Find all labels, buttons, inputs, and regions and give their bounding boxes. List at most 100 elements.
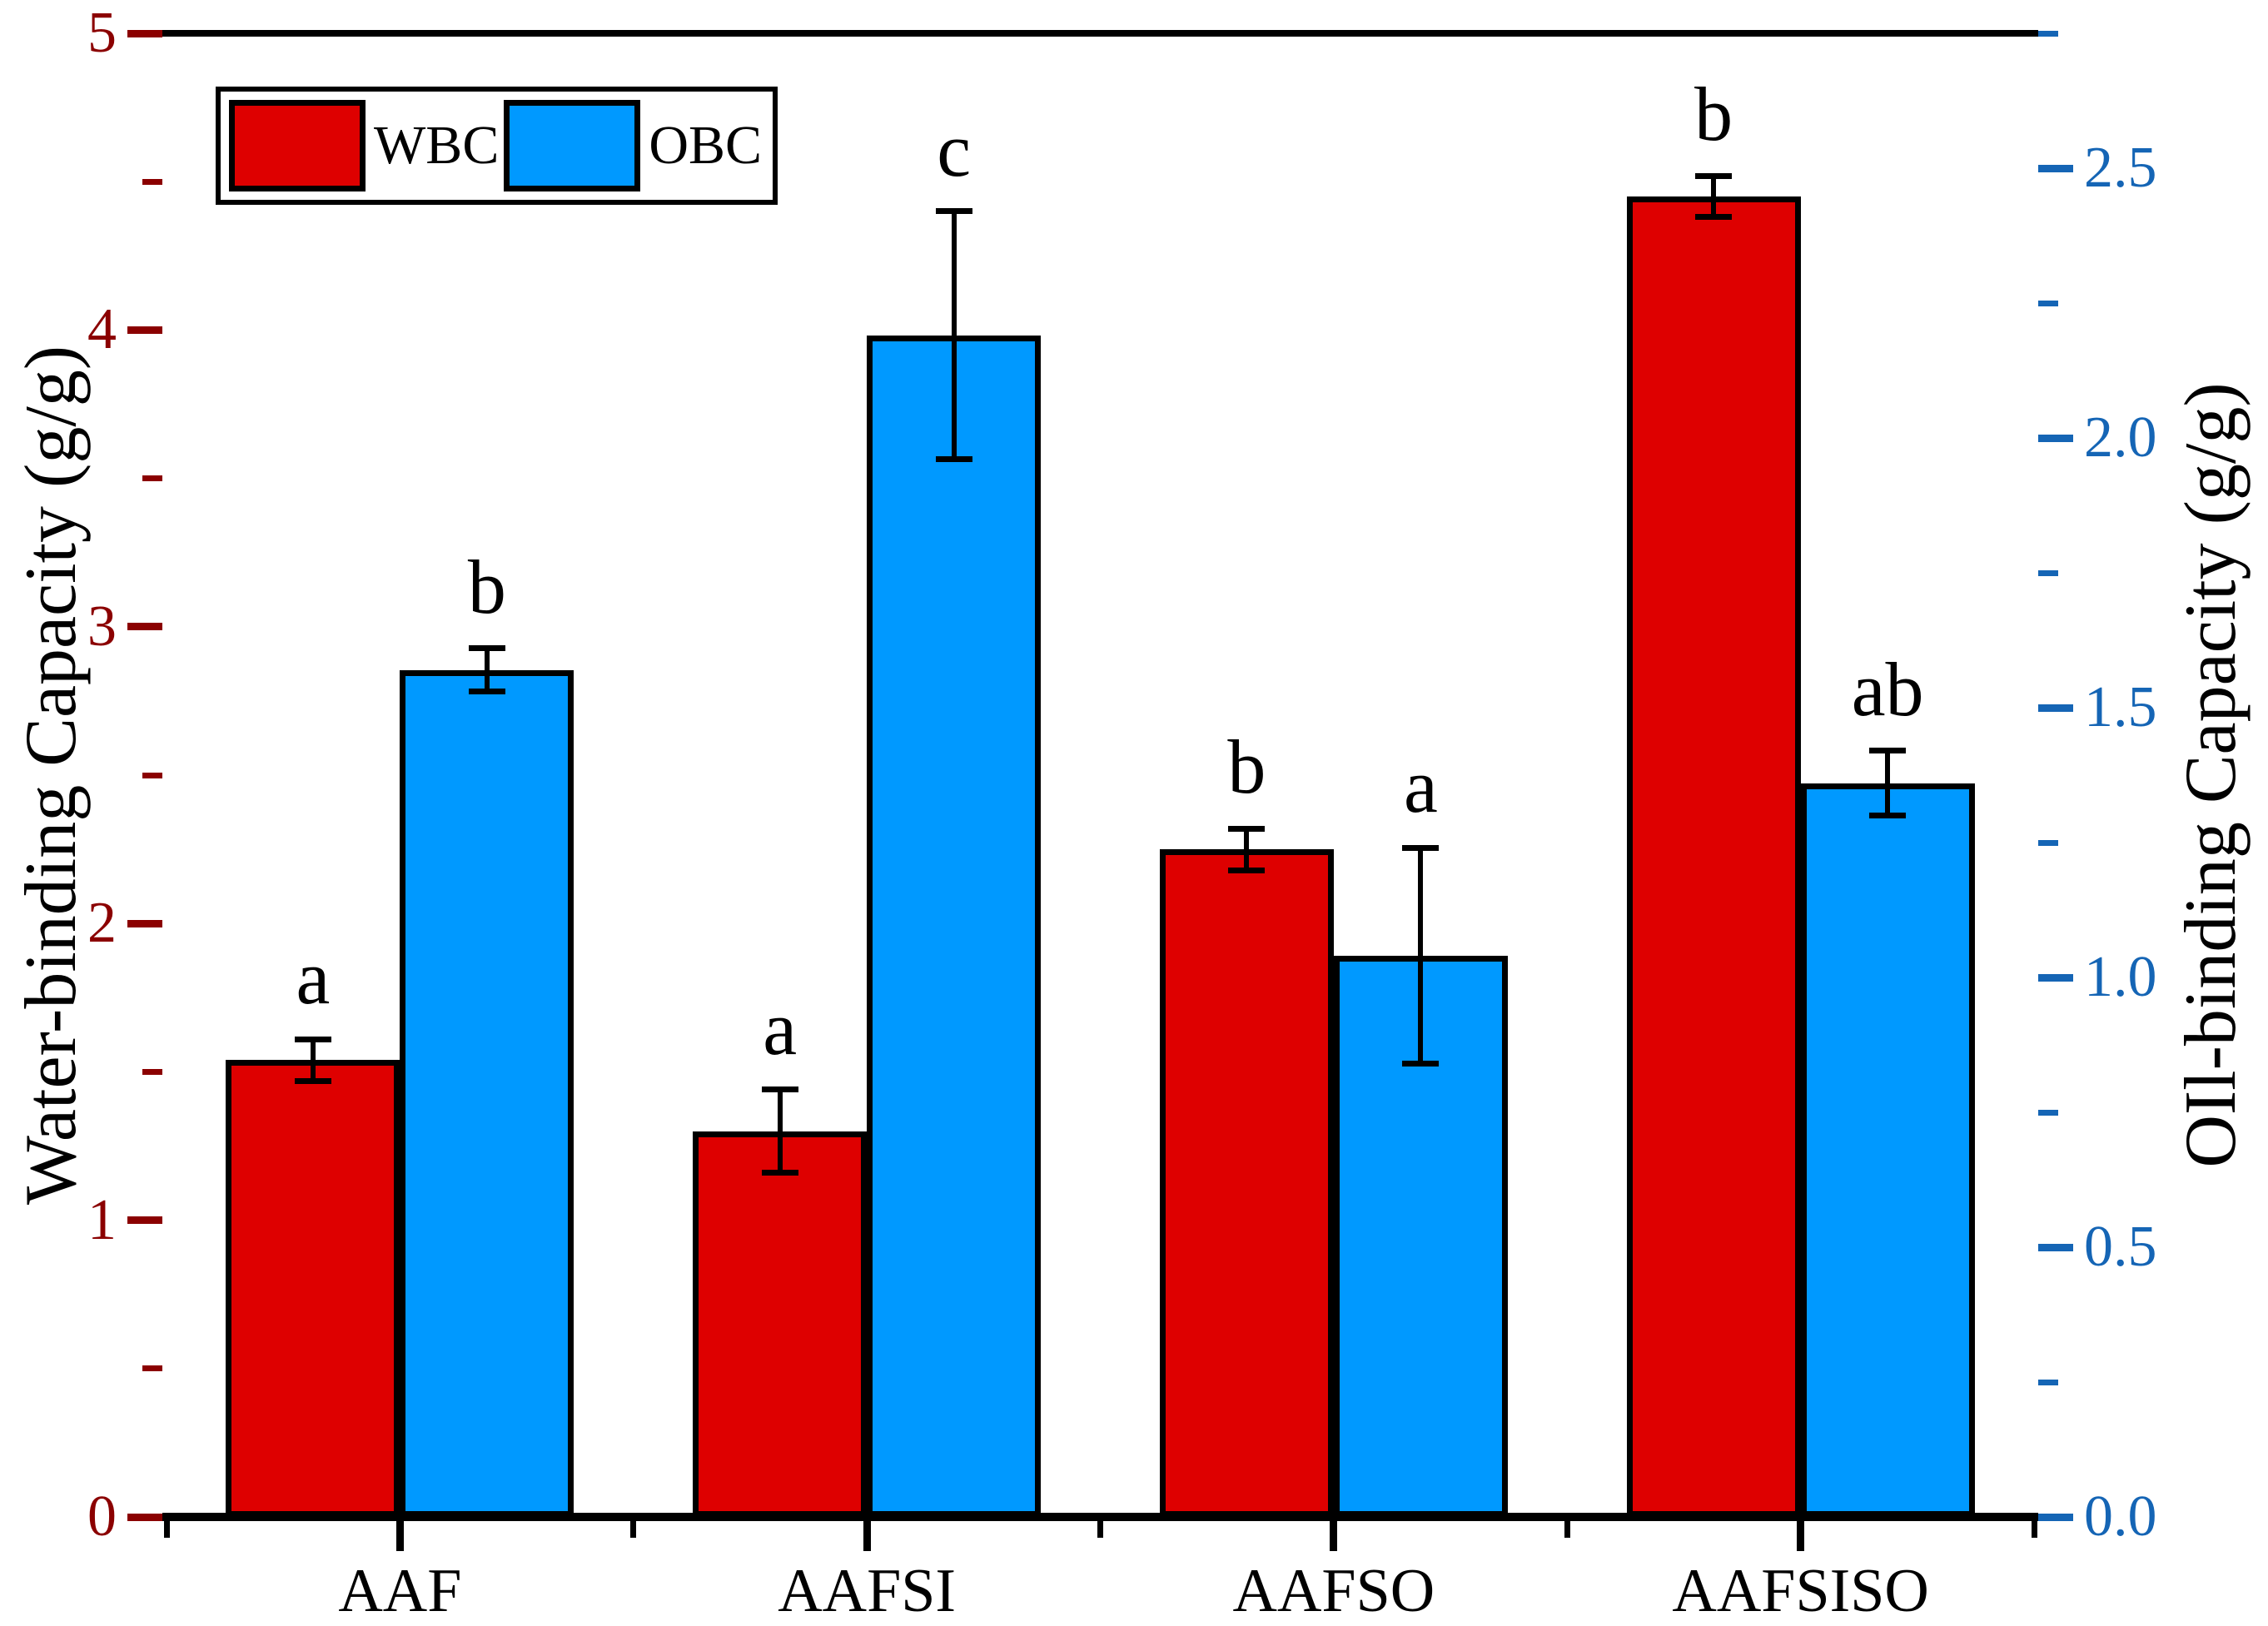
right-axis-minor-tick	[2038, 300, 2058, 306]
error-bar-cap-top	[468, 645, 505, 652]
x-axis-minor-tick	[1564, 1521, 1570, 1538]
x-axis-major-tick	[1330, 1521, 1338, 1551]
error-bar-obc	[484, 648, 490, 692]
error-bar-cap-bottom	[1402, 1061, 1440, 1067]
right-axis-minor-tick	[2038, 30, 2058, 37]
sig-letter-obc-aafsi: c	[937, 107, 972, 192]
bar-wbc-aafsiso	[1626, 196, 1801, 1517]
error-bar-obc	[951, 211, 957, 460]
right-axis-tick-label: 2.0	[2084, 405, 2157, 470]
bar-obc-aafsi	[867, 335, 1042, 1517]
right-axis-major-tick	[2038, 1243, 2073, 1251]
error-bar-wbc	[777, 1089, 783, 1173]
error-bar-wbc	[1244, 828, 1250, 871]
top-frame-line	[162, 30, 2038, 37]
error-bar-cap-top	[935, 208, 972, 215]
right-axis-minor-tick	[2038, 839, 2058, 846]
right-axis-major-tick	[2038, 973, 2073, 982]
bar-wbc-aafsi	[693, 1131, 868, 1517]
plot-area: 0 1 2 3 4 5 0.0 0.5 1.0 1.5 2.0 2.5 AAF AAFSI AAFSO AAF…	[87, 4, 2157, 1623]
x-axis-major-tick	[395, 1521, 404, 1551]
x-axis-minor-tick	[2031, 1521, 2037, 1538]
left-axis-line	[162, 30, 171, 1521]
error-bar-cap-bottom	[294, 1077, 331, 1084]
error-bar-cap-top	[1228, 825, 1266, 832]
error-bar-cap-top	[294, 1036, 331, 1042]
left-axis-major-tick	[127, 1216, 162, 1225]
bar-wbc-aafso	[1159, 849, 1334, 1517]
x-axis-major-tick	[863, 1521, 871, 1551]
bar-obc-aaf	[400, 669, 574, 1517]
left-axis-tick-label: 4	[87, 297, 117, 362]
error-bar-cap-bottom	[761, 1170, 798, 1176]
right-axis-minor-tick	[2038, 1109, 2058, 1116]
error-bar-cap-top	[761, 1086, 798, 1093]
left-axis-major-tick	[127, 1513, 162, 1521]
left-axis-minor-tick	[142, 1068, 162, 1075]
bar-wbc-aaf	[226, 1060, 400, 1517]
legend-swatch-obc	[504, 100, 641, 191]
right-axis-major-tick	[2038, 1513, 2073, 1521]
error-bar-cap-bottom	[1695, 214, 1733, 221]
left-axis-major-tick	[127, 919, 162, 927]
sig-letter-wbc-aaf: a	[296, 935, 331, 1021]
right-axis-tick-label: 1.0	[2084, 945, 2157, 1009]
x-axis-minor-tick	[630, 1521, 637, 1538]
legend-swatch-wbc	[229, 100, 366, 191]
sig-letter-obc-aaf: b	[467, 544, 506, 629]
sig-letter-wbc-aafso: b	[1227, 724, 1266, 810]
left-axis-minor-tick	[142, 1365, 162, 1372]
left-axis-major-tick	[127, 326, 162, 334]
bar-obc-aafsiso	[1800, 783, 1975, 1517]
left-axis-tick-label: 3	[87, 594, 117, 659]
error-bar-cap-bottom	[1869, 813, 1907, 819]
x-axis-category-label: AAF	[338, 1557, 462, 1625]
error-bar-obc	[1418, 848, 1424, 1064]
error-bar-cap-top	[1869, 748, 1907, 754]
left-axis-minor-tick	[142, 475, 162, 482]
right-axis-tick-label: 0.5	[2084, 1215, 2157, 1279]
error-bar-wbc	[310, 1039, 316, 1082]
left-axis-minor-tick	[142, 772, 162, 778]
left-axis-tick-label: 2	[87, 891, 117, 956]
right-axis-line	[2030, 30, 2038, 1521]
legend: WBC OBC	[216, 87, 778, 205]
x-axis-category-label: AAFSISO	[1672, 1557, 1929, 1625]
error-bar-cap-top	[1695, 172, 1733, 179]
left-axis-title: Water-binding Capacity (g/g)	[11, 345, 92, 1206]
x-axis-category-label: AAFSO	[1232, 1557, 1435, 1625]
x-axis-line	[162, 1513, 2038, 1521]
error-bar-cap-bottom	[468, 689, 505, 695]
right-axis-major-tick	[2038, 704, 2073, 712]
right-axis-minor-tick	[2038, 1379, 2058, 1385]
x-axis-minor-tick	[163, 1521, 170, 1538]
legend-label-obc: OBC	[649, 115, 763, 176]
sig-letter-obc-aafsiso: ab	[1851, 646, 1924, 732]
error-bar-wbc	[1711, 176, 1717, 217]
left-axis-tick-label: 5	[87, 1, 117, 65]
error-bar-cap-bottom	[935, 456, 972, 463]
sig-letter-obc-aafso: a	[1403, 743, 1438, 829]
sig-letter-wbc-aafsiso: b	[1694, 72, 1733, 157]
sig-letter-wbc-aafsi: a	[763, 985, 798, 1071]
legend-label-wbc: WBC	[374, 115, 500, 176]
x-axis-major-tick	[1797, 1521, 1805, 1551]
left-axis-tick-label: 0	[87, 1484, 117, 1549]
right-axis-major-tick	[2038, 164, 2073, 172]
x-axis-category-label: AAFSI	[778, 1557, 957, 1625]
error-bar-cap-top	[1402, 844, 1440, 851]
right-axis-tick-label: 1.5	[2084, 675, 2157, 739]
error-bar-cap-bottom	[1228, 867, 1266, 873]
right-axis-title: OIl-binding Capacity (g/g)	[2171, 382, 2251, 1168]
right-axis-tick-label: 0.0	[2084, 1484, 2157, 1549]
error-bar-obc	[1885, 750, 1891, 816]
x-axis-minor-tick	[1097, 1521, 1103, 1538]
right-axis-major-tick	[2038, 434, 2073, 442]
right-axis-tick-label: 2.5	[2084, 136, 2157, 200]
left-axis-minor-tick	[142, 178, 162, 185]
left-axis-tick-label: 1	[87, 1187, 117, 1252]
left-axis-major-tick	[127, 623, 162, 631]
left-axis-major-tick	[127, 29, 162, 37]
right-axis-minor-tick	[2038, 569, 2058, 576]
